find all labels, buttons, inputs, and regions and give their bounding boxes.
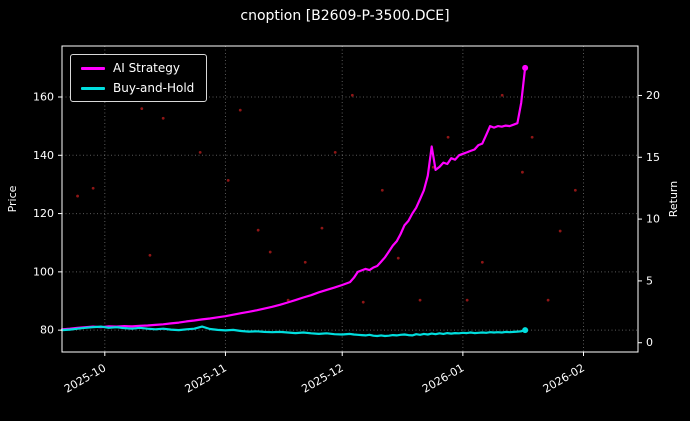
scatter-dot	[361, 300, 365, 304]
x-tick-label: 2026-02	[541, 361, 587, 395]
scatter-dot	[320, 226, 324, 230]
scatter-dot	[161, 116, 165, 120]
buy-and-hold-line	[60, 325, 527, 338]
scatter-dot	[465, 298, 469, 302]
scatter-dot	[76, 194, 79, 198]
ai-strategy-line-swatch	[81, 66, 105, 70]
scatter-dot	[573, 188, 577, 192]
scatter-dot	[521, 170, 524, 174]
buy-and-hold-end-marker	[522, 327, 529, 334]
scatter-layer	[76, 83, 577, 304]
scatter-dot	[198, 150, 202, 154]
ai-strategy-end-marker	[522, 64, 529, 71]
x-tick-label: 2026-01	[420, 361, 466, 395]
grid-layer	[62, 46, 638, 352]
scatter-dot	[268, 250, 272, 254]
scatter-dot	[286, 298, 290, 302]
legend-label-ai-strategy: AI Strategy	[113, 61, 180, 75]
x-tick-label: 2025-10	[62, 361, 108, 395]
scatter-dot	[238, 108, 242, 112]
legend-item-buy-and-hold: Buy-and-Hold	[81, 81, 194, 95]
legend-label-buy-and-hold: Buy-and-Hold	[113, 81, 195, 95]
scatter-dot	[500, 93, 504, 97]
scatter-dot	[546, 298, 550, 302]
legend: AI Strategy Buy-and-Hold	[70, 54, 208, 102]
legend-item-ai-strategy: AI Strategy	[81, 61, 194, 75]
y-tick-label-left: 140	[33, 149, 54, 162]
y-tick-label-left: 80	[40, 324, 54, 337]
chart-title: cnoption [B2609-P-3500.DCE]	[240, 8, 450, 24]
plot-frame	[61, 45, 639, 353]
scatter-dot	[446, 135, 450, 139]
scatter-dot	[91, 186, 95, 190]
scatter-dot	[380, 188, 384, 192]
y-axis-label-left: Price	[6, 185, 19, 212]
scatter-dot	[558, 229, 562, 233]
scatter-dot	[140, 107, 144, 111]
ai-strategy-line	[60, 66, 527, 331]
y-tick-label-right: 5	[646, 274, 653, 287]
y-tick-label-left: 160	[33, 91, 54, 104]
scatter-dot	[480, 260, 484, 264]
scatter-dot	[396, 256, 400, 260]
scatter-dot	[303, 260, 307, 264]
scatter-dot	[256, 228, 260, 232]
series-layer	[60, 64, 529, 338]
x-tick-label: 2025-12	[299, 361, 345, 395]
buy-and-hold-line-swatch	[81, 86, 105, 90]
y-tick-label-left: 120	[33, 207, 54, 220]
y-tick-label-left: 100	[33, 265, 54, 278]
scatter-dot	[350, 93, 354, 97]
y-tick-label-right: 20	[646, 89, 660, 102]
scatter-dot	[418, 298, 422, 302]
y-tick-label-right: 15	[646, 151, 660, 164]
scatter-dot	[226, 178, 230, 182]
y-axis-label-right: Return	[667, 181, 680, 218]
y-tick-label-right: 0	[646, 336, 653, 349]
scatter-dot	[148, 253, 152, 257]
scatter-dot	[333, 150, 337, 154]
x-tick-label: 2025-11	[183, 361, 229, 395]
scatter-dot	[530, 135, 534, 139]
y-tick-label-right: 10	[646, 213, 660, 226]
